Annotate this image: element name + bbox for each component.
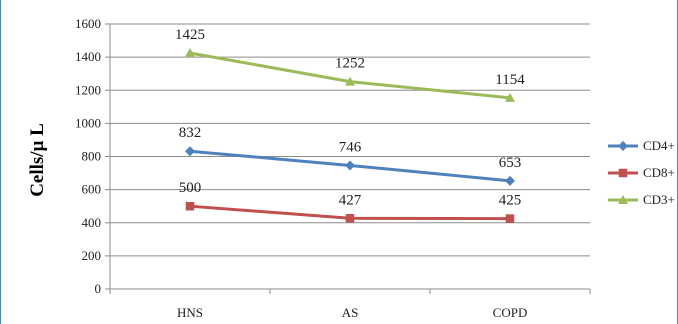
data-point-cd8 (505, 214, 515, 223)
data-label-cd8: 425 (499, 193, 522, 209)
legend-label-cd8: CD8+ (643, 165, 675, 180)
legend-label-cd3: CD3+ (643, 192, 675, 207)
legend-marker-cd4 (618, 141, 628, 151)
data-label-layer: 832 746 653 500 427 425 1425 1252 1154 (175, 27, 525, 209)
y-tick-label: 1000 (75, 115, 101, 130)
legend-label-cd4: CD4+ (643, 138, 675, 153)
y-tick-label: 1600 (75, 16, 101, 31)
legend: CD4+ CD8+ CD3+ (608, 138, 675, 207)
axis-layer: 0 200 400 600 800 1000 1200 1400 1600 HNS AS COPD (75, 16, 591, 320)
y-tick-label: 600 (82, 182, 102, 197)
data-label-cd8: 500 (179, 180, 202, 196)
data-point-cd8 (345, 214, 355, 223)
data-point-cd8 (185, 201, 195, 211)
y-tick-label: 400 (82, 215, 102, 230)
x-tick-label: COPD (493, 305, 528, 320)
x-tick-label: HNS (177, 305, 203, 320)
y-axis-label: Cells/μ L (27, 123, 48, 197)
data-point-cd4 (505, 175, 515, 186)
data-label-cd3: 1252 (335, 56, 365, 72)
legend-marker-cd3 (618, 195, 628, 204)
data-label-cd4: 832 (179, 125, 202, 141)
y-tick-label: 0 (95, 281, 102, 296)
grid-layer (110, 23, 590, 257)
y-tick-label: 1400 (75, 49, 101, 64)
data-point-cd3 (505, 92, 515, 102)
x-tick-label: AS (342, 305, 359, 320)
y-tick-label: 1200 (75, 82, 101, 97)
data-point-cd4 (185, 146, 195, 157)
data-point-cd3 (185, 47, 195, 57)
legend-marker-cd8 (618, 168, 628, 178)
data-label-cd4: 653 (499, 155, 522, 171)
y-tick-label: 800 (82, 149, 102, 164)
data-label-cd3: 1425 (175, 27, 205, 43)
series-layer (185, 47, 515, 223)
data-label-cd3: 1154 (495, 72, 525, 88)
data-point-cd3 (345, 76, 355, 86)
data-point-cd4 (345, 160, 355, 171)
data-label-cd4: 746 (339, 139, 362, 155)
data-label-cd8: 427 (339, 192, 362, 208)
y-tick-label: 200 (82, 248, 102, 263)
